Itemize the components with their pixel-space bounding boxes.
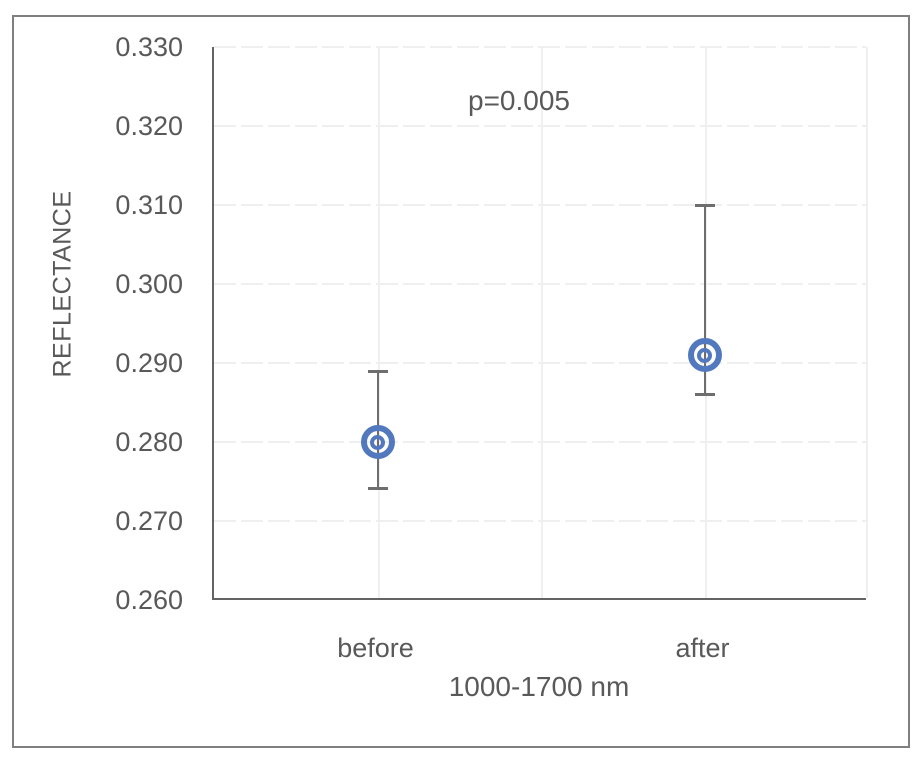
gridline-vertical xyxy=(704,47,707,598)
error-bar-cap-bottom xyxy=(367,487,388,491)
y-tick-label: 0.260 xyxy=(115,585,183,615)
y-tick-label: 0.330 xyxy=(115,32,183,62)
gridline-horizontal xyxy=(214,46,866,48)
y-tick-label: 0.280 xyxy=(115,427,183,457)
error-bar-cap-top xyxy=(367,369,388,373)
chart-frame xyxy=(12,15,910,748)
y-axis-title: REFLECTANCE xyxy=(48,190,77,378)
y-tick-label: 0.290 xyxy=(115,348,183,378)
gridline-horizontal xyxy=(214,204,866,206)
gridline-vertical xyxy=(866,47,868,598)
error-bar-cap-bottom xyxy=(694,392,715,396)
gridline-horizontal xyxy=(214,362,866,364)
data-point-marker xyxy=(687,338,722,373)
gridline-horizontal xyxy=(214,283,866,285)
x-axis-title: 1000-1700 nm xyxy=(448,671,630,702)
gridline-horizontal xyxy=(214,441,866,443)
data-point-marker xyxy=(360,425,395,459)
x-category-label: after xyxy=(675,633,730,663)
y-tick-label: 0.270 xyxy=(115,506,183,536)
y-tick-label: 0.300 xyxy=(115,269,183,299)
p-value-annotation: p=0.005 xyxy=(468,85,570,116)
plot-area xyxy=(212,46,868,600)
error-bar-cap-top xyxy=(694,204,715,207)
data-point-marker-inner-ring xyxy=(697,347,712,363)
y-tick-label: 0.320 xyxy=(115,111,183,141)
gridline-horizontal xyxy=(214,125,866,127)
data-point-marker-inner-ring xyxy=(370,434,385,450)
error-bar-line xyxy=(703,205,706,395)
x-category-label: before xyxy=(337,633,414,663)
gridline-horizontal xyxy=(214,520,866,522)
gridline-vertical xyxy=(377,47,380,598)
gridline-vertical xyxy=(541,47,543,598)
y-tick-label: 0.310 xyxy=(115,190,183,220)
